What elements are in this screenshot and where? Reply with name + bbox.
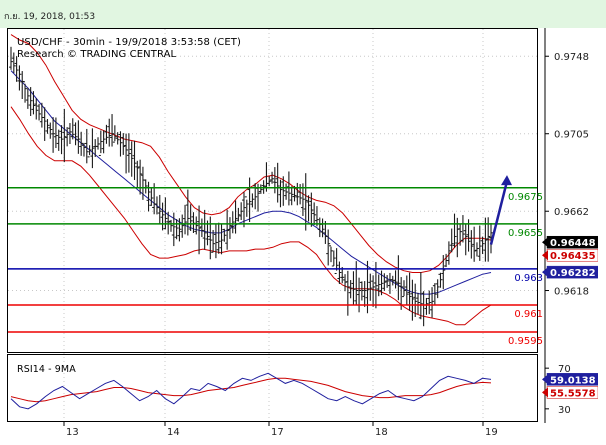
bollinger-lower-band — [10, 106, 492, 326]
instrument-title: USD/CHF - 30min - 19/9/2018 3:53:58 (CET… — [17, 37, 241, 48]
x-tick-label: 19 — [485, 427, 498, 438]
rsi-line — [10, 372, 492, 410]
price-tag-label: 0.96282 — [550, 268, 596, 279]
rsi-tag-pointer — [542, 387, 548, 398]
x-tick-label: 17 — [271, 427, 284, 438]
rsi-tag-label: 55.5578 — [550, 388, 596, 399]
top-strip: ก.ย. 19, 2018, 01:53 — [0, 0, 606, 28]
level-label: 0.9655 — [508, 228, 543, 239]
rsi-tag: 55.5578 — [542, 386, 599, 399]
moving-average-line — [10, 70, 492, 295]
x-tick-label: 14 — [167, 427, 180, 438]
price-tick-label: 0.9618 — [554, 287, 589, 298]
chart-panel: 0.9675 0.9655 0.963 0.961 0.9595 0.9748 0.970… — [7, 28, 599, 438]
rsi-tag-label: 59.0138 — [550, 375, 596, 386]
price-tag: 0.96282 — [542, 265, 599, 279]
price-tag-label: 0.96448 — [550, 238, 596, 249]
price-tag: 0.96435 — [542, 248, 599, 262]
price-tag-pointer — [542, 267, 548, 278]
price-tick-label: 0.9662 — [554, 207, 589, 218]
rsi-level-label: 30 — [558, 405, 571, 416]
price-tag-pointer — [542, 250, 548, 261]
price-chart: 0.9675 0.9655 0.963 0.961 0.9595 0.9748 0.970… — [7, 28, 599, 438]
bollinger-upper-band — [10, 34, 492, 273]
forecast-arrow-shaft — [489, 180, 509, 245]
header-datetime: ก.ย. 19, 2018, 01:53 — [4, 12, 96, 22]
source-credit: Research © TRADING CENTRAL — [17, 49, 177, 60]
rsi-label: RSI14 - 9MA — [17, 364, 76, 375]
level-label: 0.9675 — [508, 192, 543, 203]
rsi-tag: 59.0138 — [542, 373, 599, 386]
level-label: 0.963 — [514, 273, 543, 284]
rsi-pane-frame — [7, 354, 538, 422]
price-tag-label: 0.96435 — [550, 251, 596, 262]
x-tick-label: 13 — [66, 427, 79, 438]
level-label: 0.9595 — [508, 336, 543, 347]
x-tick-label: 18 — [375, 427, 388, 438]
price-tick-label: 0.9748 — [554, 52, 589, 63]
price-tag: 0.96448 — [542, 235, 599, 249]
rsi-level-label: 70 — [558, 364, 571, 375]
price-tick-label: 0.9705 — [554, 130, 589, 141]
price-tag-pointer — [542, 237, 548, 248]
level-label: 0.961 — [514, 309, 543, 320]
forecast-arrow-head — [501, 175, 512, 186]
rsi-tag-pointer — [542, 374, 548, 385]
main-pane-frame — [7, 28, 538, 353]
